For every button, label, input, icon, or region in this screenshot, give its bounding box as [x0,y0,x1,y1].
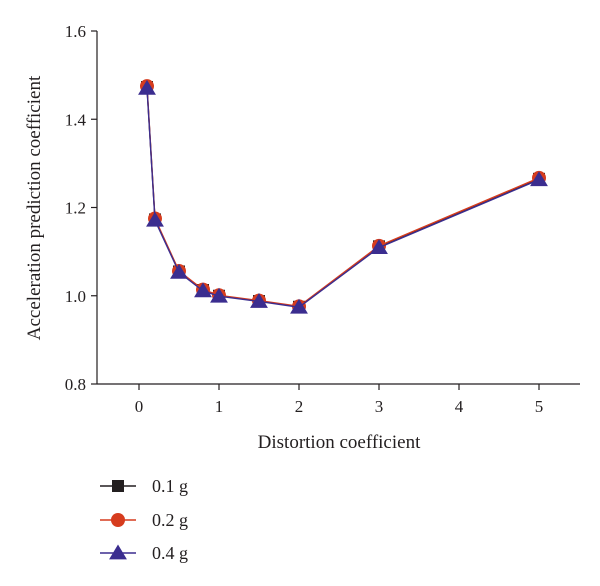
data-point [370,239,388,255]
y-tick-label: 1.0 [65,287,86,306]
x-tick-label: 4 [455,397,464,416]
series-2 [140,79,546,314]
legend-label: 0.1 g [152,476,188,496]
data-point [146,211,164,227]
y-tick-label: 0.8 [65,375,86,394]
series-1 [141,81,545,313]
x-tick-label: 0 [135,397,144,416]
axes: 0.8 1.0 1.2 1.4 1.6 0 1 2 3 4 5 [65,22,580,416]
data-point [290,298,308,314]
legend-item: 0.1 g [100,476,188,496]
x-axis-title: Distortion coefficient [258,432,421,453]
x-tick-label: 3 [375,397,384,416]
series-3 [138,79,548,314]
legend-label: 0.4 g [152,543,188,563]
data-point [138,79,156,95]
legend-label: 0.2 g [152,510,188,530]
series-line [146,86,540,308]
data-point [112,480,124,492]
data-point [109,544,127,560]
series-line [146,88,540,308]
y-tick-label: 1.4 [65,110,87,129]
data-point [210,287,228,303]
data-point [111,513,125,527]
y-tick-label: 1.6 [65,22,86,41]
y-axis-title: Acceleration prediction coefficient [24,75,45,340]
data-point [194,282,212,298]
y-tick-label: 1.2 [65,199,86,218]
data-point [170,263,188,279]
x-tick-label: 5 [535,397,544,416]
legend-item: 0.4 g [100,543,188,563]
data-point [530,171,548,187]
legend: 0.1 g 0.2 g 0.4 g [100,476,188,563]
legend-item: 0.2 g [100,510,188,530]
x-tick-label: 2 [295,397,304,416]
series-layer [138,79,548,314]
data-point [250,292,268,308]
x-tick-label: 1 [215,397,224,416]
